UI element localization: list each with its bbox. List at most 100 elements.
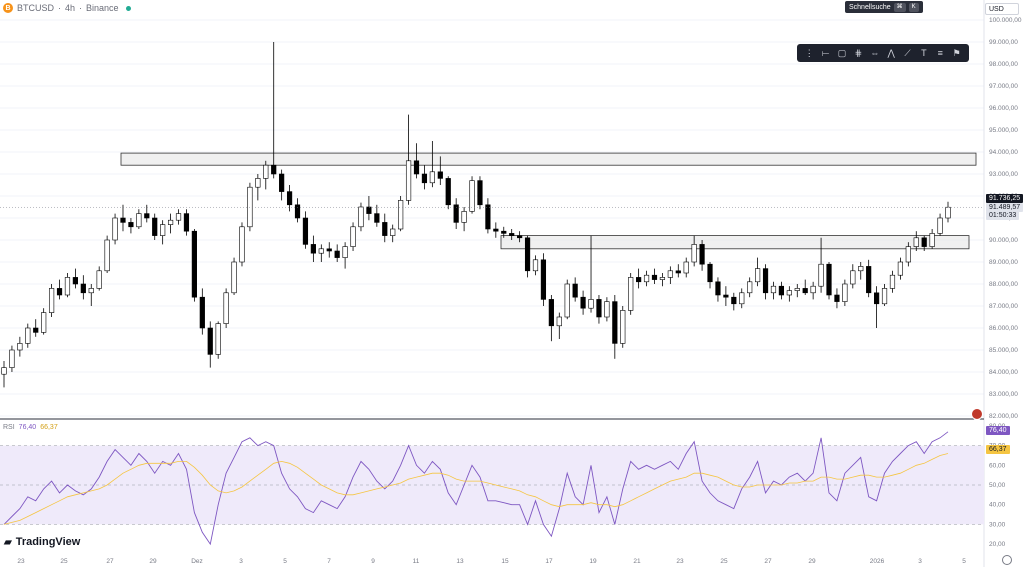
candle-up (429, 171, 435, 184)
rsi-legend[interactable]: RSI 76,40 66,37 (3, 424, 58, 431)
time-axis-label: 7 (327, 558, 331, 565)
candle-down (152, 217, 158, 236)
parallel-channel-icon[interactable]: ⋕ (854, 47, 863, 58)
text-icon[interactable]: T (921, 48, 927, 58)
candle-up (350, 226, 356, 247)
candle-down (279, 173, 285, 192)
candle-down (207, 327, 213, 355)
time-axis-label: 25 (60, 558, 68, 565)
candle-up (112, 217, 118, 241)
candle-down (524, 237, 531, 272)
candle-up (461, 211, 467, 223)
exchange-label: Binance (86, 3, 119, 13)
price-axis-label: 83.000,00 (989, 391, 1018, 398)
candle-up (913, 237, 919, 247)
candle-up (17, 343, 23, 351)
candle-down (580, 296, 586, 309)
rsi-ma-tag: 66,37 (986, 445, 1010, 454)
candle-down (715, 281, 721, 296)
interval-label[interactable]: 4h (65, 3, 76, 13)
fib-icon[interactable]: ≡ (937, 48, 943, 58)
candle-down (834, 294, 840, 302)
candle-up (659, 277, 666, 280)
rsi-axis-label: 50,00 (989, 482, 1006, 489)
time-axis-label: 3 (918, 558, 922, 565)
candle-down (286, 191, 293, 206)
path-icon[interactable]: ⋀ (887, 47, 895, 58)
rectangle-icon[interactable]: ▢ (837, 47, 847, 58)
candle-down (453, 204, 459, 223)
symbol-name[interactable]: BTCUSD (17, 3, 55, 13)
candle-up (41, 312, 47, 333)
rsi-ma-line (3, 453, 949, 525)
candle-up (620, 310, 626, 344)
bitcoin-icon: B (3, 3, 13, 13)
time-axis-label: 5 (962, 558, 966, 565)
candle-up (691, 244, 697, 263)
price-axis-label: 82.000,00 (989, 413, 1018, 420)
price-axis-label: 95.000,00 (989, 127, 1018, 134)
candle-down (56, 288, 63, 296)
candle-up (96, 270, 102, 289)
price-axis-label: 96.000,00 (989, 105, 1018, 112)
candle-down (596, 299, 602, 318)
candle-down (382, 222, 388, 236)
candle-up (167, 219, 174, 225)
candle-down (199, 296, 205, 329)
last-price-tag: 91.489,57 (986, 203, 1024, 212)
candle-up (810, 285, 816, 294)
time-axis-label: 5 (283, 558, 287, 565)
candle-down (651, 274, 658, 280)
candle-down (501, 230, 507, 234)
candle-up (683, 261, 689, 274)
candle-up (945, 206, 951, 219)
candle-up (929, 233, 935, 247)
time-axis-label: 2026 (870, 558, 885, 565)
candle-up (239, 226, 245, 263)
horizontal-ray-icon[interactable]: ⟝ (821, 47, 830, 58)
candle-up (889, 274, 896, 289)
rsi-value-tag: 76,40 (986, 426, 1010, 435)
candle-up (858, 266, 864, 272)
candle-down (302, 217, 309, 245)
trend-line-icon[interactable]: ⟋ (904, 47, 911, 58)
candle-up (588, 299, 594, 309)
us-flag-icon (971, 408, 983, 420)
tradingview-logo: ▰ TradingView (4, 536, 80, 548)
candle-down (707, 263, 713, 283)
time-axis-label: 23 (676, 558, 684, 565)
candle-down (874, 292, 880, 305)
flag-icon[interactable]: ⚑ (952, 47, 961, 58)
candle-down (636, 277, 642, 283)
settings-icon[interactable] (1002, 555, 1012, 565)
candle-down (572, 283, 578, 298)
candle-up (747, 281, 753, 294)
candle-up (628, 277, 634, 311)
candle-up (358, 206, 364, 228)
time-axis-label: 15 (501, 558, 509, 565)
price-axis-label: 93.000,00 (989, 171, 1018, 178)
time-axis-label: 23 (17, 558, 25, 565)
price-axis-label: 88.000,00 (989, 281, 1018, 288)
symbol-header[interactable]: B BTCUSD · 4h · Binance (0, 0, 131, 16)
candle-up (667, 270, 673, 278)
candle-down (540, 259, 547, 300)
currency-selector[interactable]: USD (985, 3, 1019, 15)
price-axis-label: 94.000,00 (989, 149, 1018, 156)
time-axis-label: 29 (149, 558, 157, 565)
candle-up (643, 274, 650, 283)
candle-down (326, 248, 332, 252)
range-icon[interactable]: ⇔ (870, 48, 880, 58)
candle-up (160, 224, 166, 236)
quick-search-button[interactable]: Schnellsuche ⌘ K (845, 1, 923, 13)
candle-up (104, 239, 110, 272)
price-axis-label: 87.000,00 (989, 303, 1018, 310)
price-axis-label: 98.000,00 (989, 61, 1018, 68)
drag-handle-icon[interactable]: ⋮ (804, 47, 814, 58)
candle-up (390, 228, 396, 236)
candle-up (881, 288, 888, 305)
time-axis-label: 3 (239, 558, 243, 565)
drawing-toolbar: ⋮ ⟝ ▢ ⋕ ⇔ ⋀ ⟋ T ≡ ⚑ (797, 44, 969, 62)
price-axis-label: 89.000,00 (989, 259, 1018, 266)
